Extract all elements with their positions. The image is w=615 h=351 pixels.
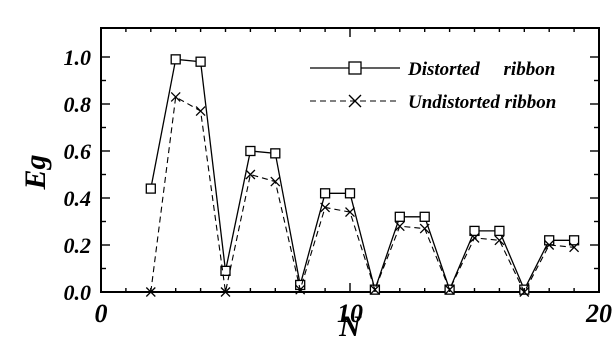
legend-label-undistorted: Undistorted ribbon xyxy=(408,92,556,113)
data-point-x xyxy=(170,91,181,102)
data-point-square xyxy=(170,54,181,65)
x-tick-label: 0 xyxy=(95,299,108,328)
legend-marker-undistorted xyxy=(348,94,362,108)
data-point-square xyxy=(220,265,231,277)
data-point-x-stroke xyxy=(345,207,355,218)
data-point-x-stroke xyxy=(170,91,181,102)
data-point-square xyxy=(270,148,281,159)
y-tick-label: 0.6 xyxy=(64,139,92,164)
data-point-x xyxy=(345,207,355,218)
data-point-x xyxy=(270,176,281,187)
data-point-square xyxy=(145,183,156,194)
data-point-x-stroke xyxy=(544,240,555,250)
data-point-x xyxy=(419,223,430,234)
data-point-x-stroke xyxy=(569,242,580,253)
data-point-square xyxy=(544,235,555,246)
data-point-square xyxy=(568,235,580,246)
y-tick-label: 1.0 xyxy=(64,45,92,70)
data-point-x-stroke xyxy=(270,176,281,187)
data-point-x xyxy=(394,221,405,232)
data-point-x xyxy=(569,242,580,253)
legend-marker-distorted xyxy=(348,61,362,75)
data-point-x xyxy=(544,240,555,250)
series-distorted xyxy=(145,54,580,295)
data-point-square xyxy=(344,188,356,199)
data-point-x-stroke xyxy=(195,106,206,117)
data-point-x xyxy=(245,169,256,180)
x-axis-title: N xyxy=(338,310,362,343)
y-tick-label: 0.4 xyxy=(64,186,92,211)
data-point-x-stroke xyxy=(394,221,405,232)
legend: Distorted ribbon Undistorted ribbon xyxy=(310,59,556,113)
series-line xyxy=(150,96,575,294)
data-point-x xyxy=(195,106,206,117)
data-point-square xyxy=(195,56,206,67)
data-point-x-stroke xyxy=(469,232,480,243)
y-axis-title: Eg xyxy=(19,154,52,190)
x-tick-label: 20 xyxy=(585,299,612,328)
data-point-x-stroke xyxy=(494,235,505,246)
ticks-layer: 0 10 20 0.0 0.2 0.4 0.6 0.8 1.0 xyxy=(64,28,612,328)
series-line xyxy=(150,58,575,292)
data-point-square xyxy=(494,225,505,237)
y-tick-label: 0.8 xyxy=(64,92,92,117)
data-point-square xyxy=(394,211,405,222)
data-point-square xyxy=(469,225,480,237)
data-point-x-stroke xyxy=(320,202,331,213)
y-tick-label: 0.2 xyxy=(64,233,92,258)
x-tick-label: 10 xyxy=(337,299,363,328)
data-point-x-stroke xyxy=(245,169,256,180)
data-point-x xyxy=(494,235,505,246)
data-point-x-stroke xyxy=(419,223,430,234)
y-tick-label: 0.0 xyxy=(64,280,92,305)
data-point-square xyxy=(419,211,430,222)
data-point-square xyxy=(319,188,331,199)
data-point-x xyxy=(320,202,331,213)
data-point-square xyxy=(245,145,256,157)
data-point-x xyxy=(469,232,480,243)
legend-label-distorted: Distorted ribbon xyxy=(407,59,555,80)
